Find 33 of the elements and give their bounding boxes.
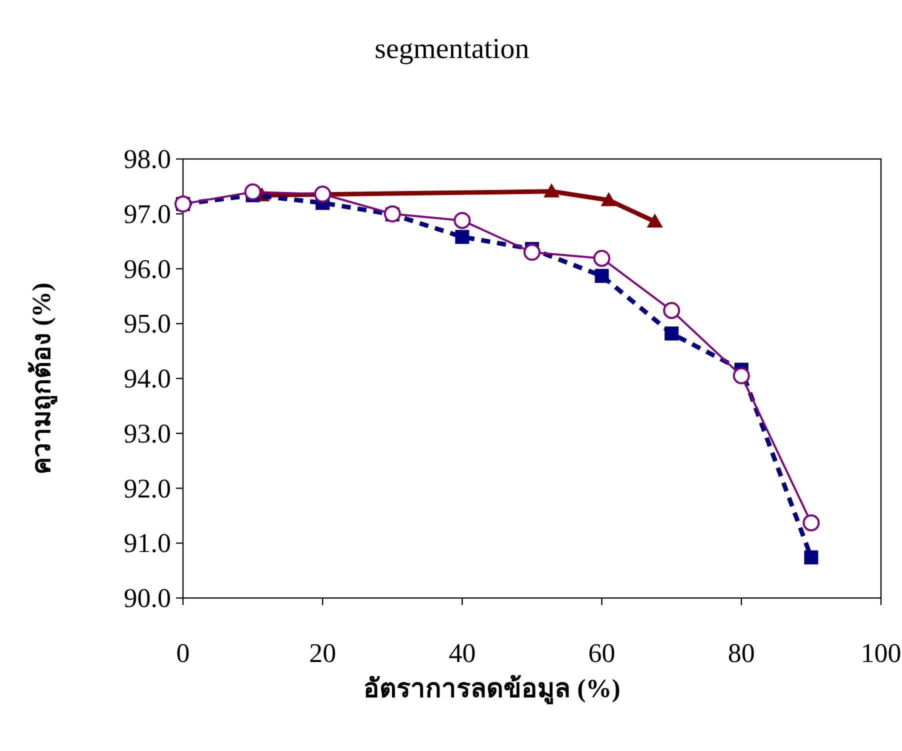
point xyxy=(455,230,470,244)
y-tick-label: 97.0 xyxy=(124,198,171,229)
y-axis-title: ความถูกต้อง (%) xyxy=(27,282,58,474)
point xyxy=(314,186,332,203)
point xyxy=(646,214,663,228)
point xyxy=(244,183,262,200)
y-tick-label: 94.0 xyxy=(124,364,171,394)
x-tick-label: 40 xyxy=(448,638,476,668)
y-tick-label: 92.0 xyxy=(124,473,171,504)
y-tick-label: 91.0 xyxy=(124,528,171,558)
point xyxy=(804,550,818,564)
point xyxy=(454,212,471,229)
x-tick-label: 20 xyxy=(309,638,336,668)
y-tick-label: 96.0 xyxy=(124,254,171,284)
point xyxy=(593,250,610,267)
point xyxy=(732,367,750,384)
point xyxy=(524,244,540,261)
x-tick-label: 80 xyxy=(728,638,755,668)
x-axis-title: อัตราการลดข้อมูล (%) xyxy=(364,674,620,705)
point xyxy=(802,514,820,532)
x-tick-label: 100 xyxy=(860,638,902,668)
y-tick-label: 93.0 xyxy=(124,418,171,448)
point xyxy=(544,183,560,198)
title: segmentation xyxy=(374,33,530,65)
y-tick-label: 98.0 xyxy=(124,144,171,174)
point xyxy=(594,268,609,283)
y-tick-label: 95.0 xyxy=(124,308,171,339)
point xyxy=(663,302,680,319)
point xyxy=(600,192,617,206)
x-tick-label: 60 xyxy=(588,638,616,668)
x-tick-label: 0 xyxy=(176,638,190,668)
point xyxy=(664,326,679,341)
y-tick-label: 90.0 xyxy=(124,583,171,613)
